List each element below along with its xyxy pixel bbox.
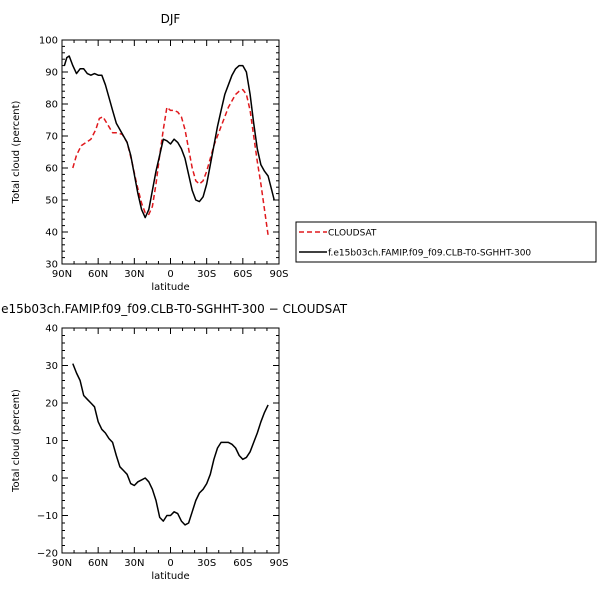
bottom-panel: f.e15b03ch.FAMIP.f09_f09.CLB-T0-SGHHT-30… xyxy=(0,302,348,582)
y-tick-label: 10 xyxy=(45,436,58,447)
x-axis-label: latitude xyxy=(151,571,189,582)
x-tick-label: 90N xyxy=(52,558,72,569)
y-axis-label: Total cloud (percent) xyxy=(11,389,22,493)
y-tick-label: 100 xyxy=(39,36,58,47)
y-tick-label: −20 xyxy=(37,549,58,560)
x-tick-label: 30S xyxy=(197,558,216,569)
y-tick-label: −10 xyxy=(37,511,58,522)
legend: CLOUDSAT f.e15b03ch.FAMIP.f09_f09.CLB-T0-… xyxy=(295,221,597,263)
top-panel: DJF 90N 60N 30N 0 30S 60S 90S 30 40 50 60 70 80 90 100 l… xyxy=(11,12,289,293)
x-tick-label: 60S xyxy=(233,558,252,569)
x-tick-label: 30N xyxy=(124,269,144,280)
legend-entry-label: f.e15b03ch.FAMIP.f09_f09.CLB-T0-SGHHT-30… xyxy=(328,249,531,259)
x-axis-label: latitude xyxy=(151,282,189,293)
chart-title: DJF xyxy=(161,12,181,26)
y-axis-label: Total cloud (percent) xyxy=(11,100,22,204)
x-tick-label: 60N xyxy=(88,269,108,280)
series-line-0 xyxy=(72,363,269,526)
y-tick-label: 60 xyxy=(45,164,58,175)
series-line-0 xyxy=(72,88,269,236)
x-tick-label: 0 xyxy=(167,269,173,280)
y-tick-label: 70 xyxy=(45,132,58,143)
x-tick-label: 0 xyxy=(167,558,173,569)
x-tick-label: 90N xyxy=(52,269,72,280)
y-tick-label: 20 xyxy=(45,399,58,410)
plot-frame xyxy=(61,327,280,554)
legend-entry-label: CLOUDSAT xyxy=(328,229,377,239)
y-tick-label: 90 xyxy=(45,68,58,79)
series-line-1 xyxy=(63,55,275,219)
x-tick-label: 90S xyxy=(269,558,288,569)
y-tick-label: 40 xyxy=(45,228,58,239)
x-tick-label: 60S xyxy=(233,269,252,280)
x-tick-label: 30N xyxy=(124,558,144,569)
x-tick-label: 90S xyxy=(269,269,288,280)
legend-box xyxy=(295,221,597,263)
chart-title: f.e15b03ch.FAMIP.f09_f09.CLB-T0-SGHHT-30… xyxy=(0,302,348,316)
y-tick-label: 0 xyxy=(52,474,58,485)
x-tick-label: 60N xyxy=(88,558,108,569)
x-tick-label: 30S xyxy=(197,269,216,280)
y-tick-label: 80 xyxy=(45,100,58,111)
y-tick-label: 30 xyxy=(45,361,58,372)
y-tick-label: 30 xyxy=(45,260,58,271)
y-tick-label: 50 xyxy=(45,196,58,207)
y-tick-label: 40 xyxy=(45,324,58,335)
